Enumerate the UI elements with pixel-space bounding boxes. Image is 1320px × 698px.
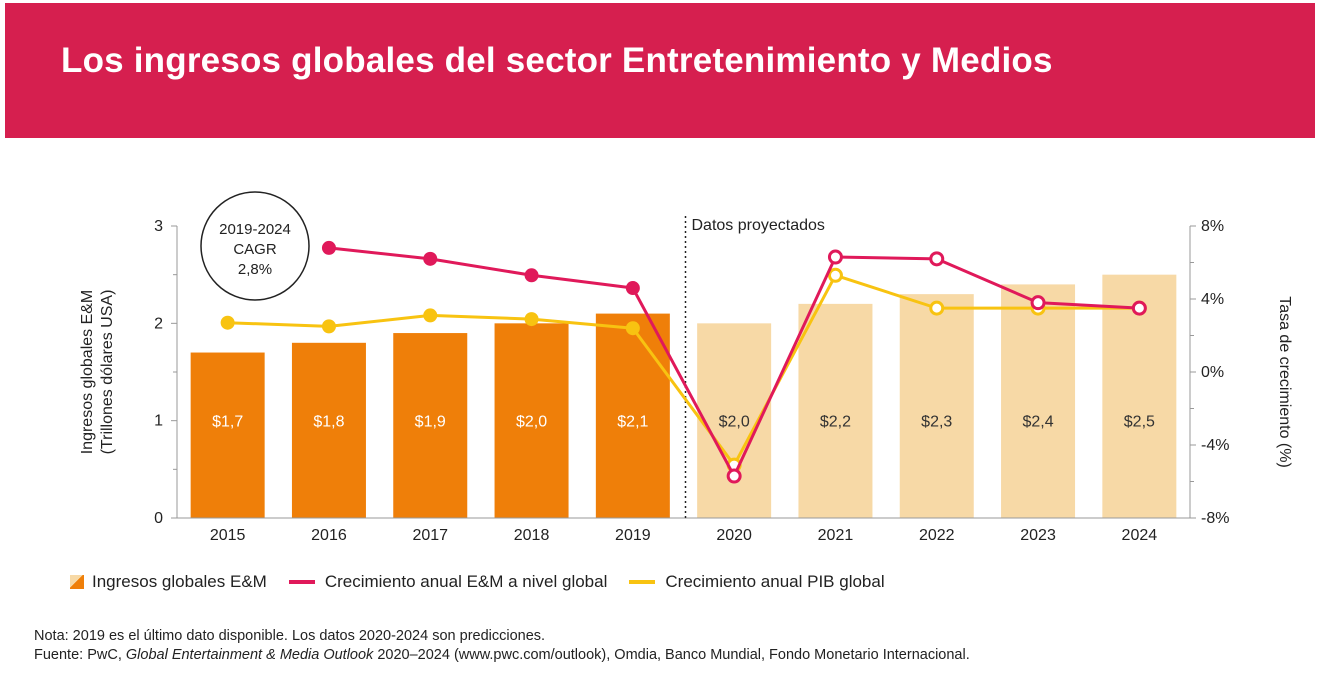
bar-value-label: $2,3 <box>921 414 952 431</box>
legend-swatch-bars <box>70 575 84 589</box>
legend-label-bars: Ingresos globales E&M <box>92 572 267 591</box>
y-tick-label: 0 <box>154 510 163 527</box>
x-tick-label: 2018 <box>514 527 550 544</box>
em-growth-point <box>524 268 539 283</box>
legend-swatch-em-growth <box>288 580 315 584</box>
footnotes: Nota: 2019 es el último dato disponible.… <box>34 627 970 665</box>
bar-value-label: $2,4 <box>1022 414 1053 431</box>
x-tick-label: 2022 <box>919 527 955 544</box>
bar <box>899 294 974 518</box>
y2-tick-label: 8% <box>1201 218 1224 235</box>
legend-item-bars: Ingresos globales E&M <box>70 572 267 592</box>
x-tick-label: 2015 <box>210 527 246 544</box>
source-line: Fuente: PwC, Global Entertainment & Medi… <box>34 646 970 665</box>
cagr-label: CAGR <box>233 241 277 258</box>
bar-value-label: $2,5 <box>1124 414 1155 431</box>
gdp-growth-point <box>220 315 235 330</box>
x-tick-label: 2019 <box>615 527 651 544</box>
projected-label: Datos proyectados <box>692 217 825 234</box>
bar-value-label: $2,2 <box>820 414 851 431</box>
y2-tick-label: 4% <box>1201 291 1224 308</box>
em-growth-point <box>423 251 438 266</box>
legend: Ingresos globales E&M Crecimiento anual … <box>70 572 907 592</box>
bar <box>393 333 468 518</box>
chart-title: Los ingresos globales del sector Entrete… <box>61 41 1053 80</box>
em-growth-point <box>726 468 742 484</box>
bar-value-label: $1,7 <box>212 414 243 431</box>
bar-value-label: $2,0 <box>516 414 547 431</box>
x-tick-label: 2016 <box>311 527 347 544</box>
gdp-growth-line <box>227 273 1140 467</box>
gdp-growth-point <box>625 321 640 336</box>
bar-value-label: $2,0 <box>719 414 750 431</box>
legend-label-em-growth: Crecimiento anual E&M a nivel global <box>324 572 608 591</box>
gdp-growth-point <box>524 312 539 327</box>
bar <box>291 342 366 518</box>
note-line: Nota: 2019 es el último dato disponible.… <box>34 628 546 644</box>
gdp-growth-point <box>827 267 843 283</box>
em-growth-point <box>929 251 945 267</box>
source-title: Global Entertainment & Media Outlook <box>125 647 374 663</box>
source-suffix: 2020–2024 (www.pwc.com/outlook), Omdia, … <box>373 647 970 663</box>
bar <box>798 303 873 518</box>
bar <box>595 313 670 518</box>
gdp-growth-point <box>321 319 336 334</box>
bar <box>494 323 569 518</box>
em-growth-point <box>827 249 843 265</box>
y2-tick-label: 0% <box>1201 364 1224 381</box>
em-growth-point <box>321 240 336 255</box>
em-growth-point <box>1030 295 1046 311</box>
y-axis-title-line1: Ingresos globales E&M <box>79 290 96 455</box>
bar <box>1001 284 1076 518</box>
y-tick-label: 1 <box>154 413 163 430</box>
bar <box>190 352 265 518</box>
legend-label-gdp-growth: Crecimiento anual PIB global <box>665 572 885 591</box>
em-growth-point <box>1131 300 1147 316</box>
x-tick-label: 2024 <box>1122 527 1158 544</box>
x-tick-label: 2017 <box>412 527 448 544</box>
y-axis-title-line2: (Trillones dólares USA) <box>99 290 116 455</box>
x-tick-label: 2023 <box>1020 527 1056 544</box>
gdp-growth-point <box>423 308 438 323</box>
bar-value-label: $1,8 <box>313 414 344 431</box>
em-growth-point <box>625 281 640 296</box>
bar-value-label: $2,1 <box>617 414 648 431</box>
bar-value-label: $1,9 <box>415 414 446 431</box>
gdp-growth-point <box>929 300 945 316</box>
title-banner: Los ingresos globales del sector Entrete… <box>5 3 1315 138</box>
x-tick-label: 2020 <box>716 527 752 544</box>
cagr-badge <box>200 191 310 301</box>
x-tick-label: 2021 <box>818 527 854 544</box>
y-tick-label: 2 <box>154 315 163 332</box>
cagr-value: 2,8% <box>238 261 272 278</box>
legend-item-gdp-growth: Crecimiento anual PIB global <box>629 572 885 592</box>
y2-axis-title: Tasa de crecimiento (%) <box>1276 296 1293 468</box>
y2-tick-label: -4% <box>1201 437 1229 454</box>
y-tick-label: 3 <box>154 218 163 235</box>
y2-tick-label: -8% <box>1201 510 1229 527</box>
cagr-years: 2019-2024 <box>219 221 291 238</box>
source-prefix: Fuente: PwC, <box>34 647 126 663</box>
legend-item-em-growth: Crecimiento anual E&M a nivel global <box>288 572 608 592</box>
legend-swatch-gdp-growth <box>629 580 656 584</box>
